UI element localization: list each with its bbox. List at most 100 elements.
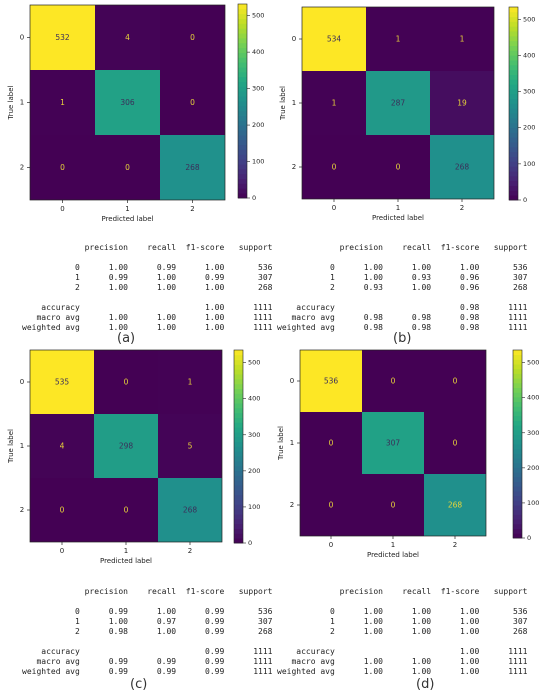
colorbar-segment — [513, 528, 522, 534]
y-axis-label: True label — [7, 85, 15, 120]
colorbar-segment — [509, 166, 518, 172]
caption-a: (a) — [117, 331, 136, 346]
matrix-cell — [302, 7, 366, 71]
colorbar-segment — [234, 407, 243, 414]
y-tick-label: 0 — [20, 34, 24, 42]
confusion-matrix-a: 532 4 0 1 306 0 0 0 268 0 0 1 1 2 2 Predicted label True… — [7, 3, 264, 223]
x-axis-label: Predicted label — [100, 557, 152, 565]
cell-value-label: 1 — [188, 378, 193, 387]
colorbar-segment — [234, 350, 243, 356]
matrix-cell — [30, 135, 95, 200]
confusion-matrix-b: 534 1 1 1 287 19 0 0 268 0 0 1 1 2 2 Predicted label Tru… — [279, 6, 535, 222]
y-tick-label: 1 — [20, 442, 24, 450]
colorbar-segment — [509, 40, 518, 46]
x-tick-label: 1 — [391, 541, 395, 549]
cell-value-label: 0 — [190, 33, 195, 42]
colorbar-segment — [238, 57, 247, 63]
classification-report-d: precision recall f1-score support 0 1.00… — [277, 587, 528, 676]
colorbar-frame — [508, 6, 519, 201]
colorbar-segment — [234, 369, 243, 375]
x-tick-label: 2 — [188, 547, 192, 555]
colorbar-tick-label: 500 — [527, 359, 539, 367]
colorbar-segment — [513, 415, 522, 421]
colorbar-segment — [234, 374, 243, 380]
colorbar-segment — [238, 188, 247, 194]
colorbar-segment — [234, 460, 243, 467]
matrix-cell — [158, 478, 222, 542]
matrix-cell — [300, 350, 362, 412]
colorbar-segment — [513, 368, 522, 374]
colorbar-segment — [513, 500, 522, 506]
colorbar-segment — [238, 28, 247, 34]
matrix-cell — [362, 350, 424, 412]
x-axis-label: Predicted label — [101, 215, 153, 223]
colorbar-frame — [512, 349, 523, 539]
classification-report-b: precision recall f1-score support 0 1.00… — [277, 243, 528, 332]
colorbar-segment — [234, 465, 243, 472]
colorbar-segment — [509, 60, 518, 66]
cell-value-label: 0 — [125, 163, 130, 172]
colorbar-tick-label: 300 — [248, 431, 260, 439]
cell-value-label: 0 — [453, 439, 458, 448]
cell-value-label: 307 — [386, 439, 401, 448]
matrix-cell — [30, 350, 94, 414]
colorbar-segment — [509, 98, 518, 104]
colorbar-segment — [234, 523, 243, 529]
colorbar-tick-label: 400 — [527, 394, 539, 402]
colorbar-tick-label: 100 — [252, 158, 264, 166]
colorbar-segment — [234, 475, 243, 481]
colorbar-segment — [509, 89, 518, 95]
colorbar-segment — [234, 383, 243, 389]
colorbar-tick-label: 300 — [523, 88, 535, 96]
colorbar-segment — [234, 485, 243, 491]
colorbar-tick-label: 100 — [527, 499, 539, 507]
x-axis-label: Predicted label — [372, 214, 424, 222]
colorbar-segment — [509, 45, 518, 51]
colorbar-segment — [238, 91, 247, 97]
colorbar-segment — [234, 359, 243, 365]
colorbar-segment — [238, 183, 247, 189]
colorbar-segment — [513, 491, 522, 497]
colorbar-segment — [238, 47, 247, 53]
caption-c: (c) — [130, 677, 148, 692]
colorbar-segment — [509, 11, 518, 18]
colorbar-segment — [513, 378, 522, 384]
colorbar-segment — [238, 154, 247, 160]
colorbar-segment — [234, 436, 243, 443]
colorbar-segment — [509, 108, 518, 114]
colorbar-segment — [513, 387, 522, 393]
x-tick-label: 2 — [190, 205, 194, 213]
cell-value-label: 0 — [190, 98, 195, 107]
cell-value-label: 532 — [55, 33, 70, 42]
colorbar-segment — [513, 382, 522, 388]
colorbar-segment — [234, 398, 243, 404]
colorbar-segment — [509, 113, 518, 119]
colorbar-tick-label: 200 — [252, 121, 264, 129]
colorbar-segment — [234, 533, 243, 539]
colorbar-segment — [513, 462, 522, 468]
colorbar-tick-label: 400 — [252, 48, 264, 56]
colorbar-segment — [238, 149, 247, 155]
cell-value-label: 0 — [60, 163, 65, 172]
cell-value-label: 0 — [391, 377, 396, 386]
colorbar-segment — [513, 481, 522, 487]
colorbar-segment — [238, 96, 247, 102]
matrix-cell — [424, 350, 486, 412]
colorbar-segment — [509, 146, 518, 153]
matrix-cell — [95, 70, 160, 135]
x-tick-label: 0 — [332, 204, 336, 212]
colorbar-segment — [513, 359, 522, 365]
colorbar-tick-label: 100 — [248, 503, 260, 511]
colorbar-segment — [513, 472, 522, 478]
colorbar-segment — [238, 67, 247, 73]
colorbar-frame — [233, 349, 244, 544]
colorbar-segment — [238, 105, 247, 112]
colorbar-tick-label: 400 — [248, 395, 260, 403]
colorbar-tick-label: 200 — [523, 124, 535, 132]
cell-value-label: 0 — [396, 163, 401, 172]
colorbar-segment — [234, 422, 243, 428]
y-tick-label: 0 — [292, 35, 296, 43]
colorbar-segment — [509, 16, 518, 22]
colorbar-tick-label: 0 — [252, 194, 256, 202]
